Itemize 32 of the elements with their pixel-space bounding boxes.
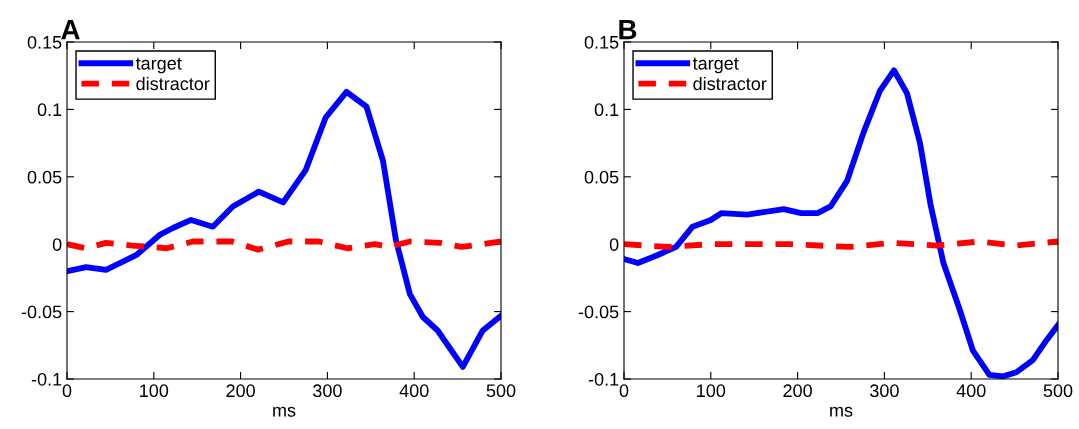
y-tick-label: 0.1	[594, 103, 619, 117]
x-tick-label: 300	[870, 384, 899, 398]
y-tick-label: 0.05	[27, 170, 62, 184]
legend-label: target	[135, 57, 182, 74]
x-tick-label: 100	[697, 384, 726, 398]
x-axis-title: ms	[273, 406, 296, 417]
chart-title: B	[619, 20, 637, 40]
legend-label: target	[692, 57, 739, 74]
y-tick-label: 0.1	[37, 103, 62, 117]
x-tick-label: 500	[1043, 384, 1073, 398]
x-tick-label: 400	[399, 384, 429, 398]
x-tick-label: 0	[619, 384, 629, 398]
y-tick-label: -0.05	[21, 305, 62, 319]
x-tick-label: 200	[226, 384, 255, 398]
y-tick-label: -0.05	[578, 305, 619, 319]
y-tick-label: 0	[609, 238, 619, 251]
legend-label: distractor	[136, 76, 210, 91]
x-tick-label: 500	[486, 384, 516, 398]
y-tick-label: -0.1	[588, 372, 619, 386]
y-tick-label: 0.15	[584, 35, 619, 49]
y-tick-label: 0.15	[27, 35, 62, 49]
x-tick-label: 0	[62, 384, 72, 398]
chart-title: A	[61, 20, 80, 40]
y-tick-label: 0	[52, 238, 62, 251]
x-tick-label: 200	[783, 384, 812, 398]
x-tick-label: 300	[313, 384, 342, 398]
x-tick-label: 100	[140, 384, 169, 398]
y-tick-label: 0.05	[584, 170, 619, 184]
x-tick-label: 400	[956, 384, 986, 398]
y-tick-label: -0.1	[31, 372, 62, 386]
legend-label: distractor	[693, 76, 767, 91]
x-axis-title: ms	[830, 406, 853, 417]
